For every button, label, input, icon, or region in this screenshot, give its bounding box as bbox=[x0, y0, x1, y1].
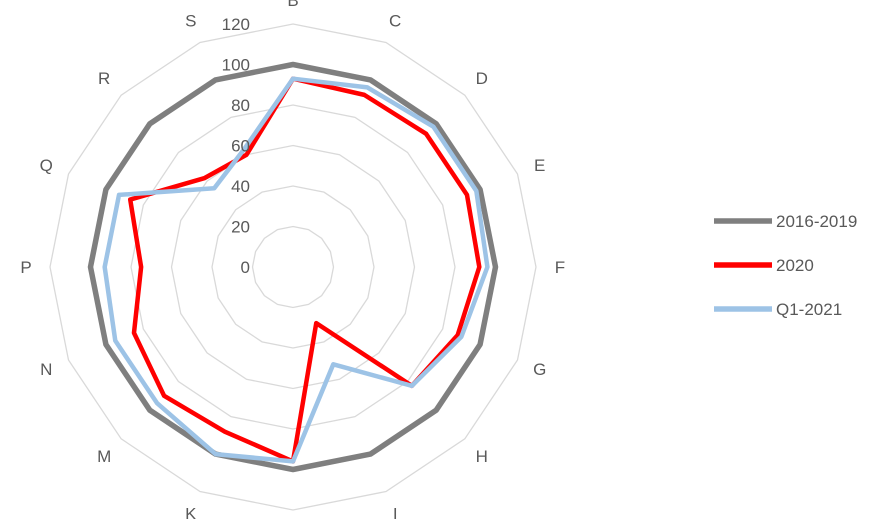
category-label: F bbox=[555, 258, 565, 277]
series-line-3 bbox=[102, 76, 490, 464]
legend-label: Q1-2021 bbox=[776, 300, 842, 319]
category-label: P bbox=[20, 258, 31, 277]
series-lines bbox=[87, 61, 499, 473]
legend: 2016-2019 2020 Q1-2021 bbox=[714, 212, 857, 319]
category-label: B bbox=[287, 0, 298, 10]
radial-tick-label: 120 bbox=[222, 15, 250, 34]
radial-tick-label: 20 bbox=[231, 218, 250, 237]
grid-ring bbox=[49, 23, 537, 511]
category-label: N bbox=[40, 360, 52, 379]
grid-ring bbox=[170, 144, 416, 390]
legend-label: 2016-2019 bbox=[776, 212, 857, 231]
category-label: G bbox=[533, 360, 546, 379]
radial-tick-label: 60 bbox=[231, 137, 250, 156]
legend-label: 2020 bbox=[776, 256, 814, 275]
category-label: E bbox=[534, 156, 545, 175]
category-label: Q bbox=[40, 156, 53, 175]
category-label: I bbox=[393, 505, 398, 519]
grid-ring bbox=[130, 104, 456, 430]
category-label: S bbox=[185, 11, 196, 30]
radial-tick-labels: 0 20 40 60 80 100 120 bbox=[222, 15, 250, 277]
grid-ring bbox=[211, 185, 375, 349]
radial-tick-label: 0 bbox=[241, 258, 250, 277]
radial-tick-label: 40 bbox=[231, 177, 250, 196]
grid-ring bbox=[251, 225, 335, 309]
category-label: M bbox=[97, 447, 111, 466]
category-label: R bbox=[98, 69, 110, 88]
category-label: H bbox=[476, 447, 488, 466]
radial-tick-label: 100 bbox=[222, 56, 250, 75]
radial-tick-label: 80 bbox=[231, 96, 250, 115]
category-label: K bbox=[185, 505, 197, 519]
category-label: D bbox=[476, 69, 488, 88]
radial-grid bbox=[49, 23, 537, 511]
series-line-2 bbox=[127, 76, 482, 464]
series-line-1 bbox=[87, 61, 499, 473]
category-labels: BCDEFGHIJKMNPQRS bbox=[20, 0, 565, 519]
category-label: C bbox=[389, 11, 401, 30]
